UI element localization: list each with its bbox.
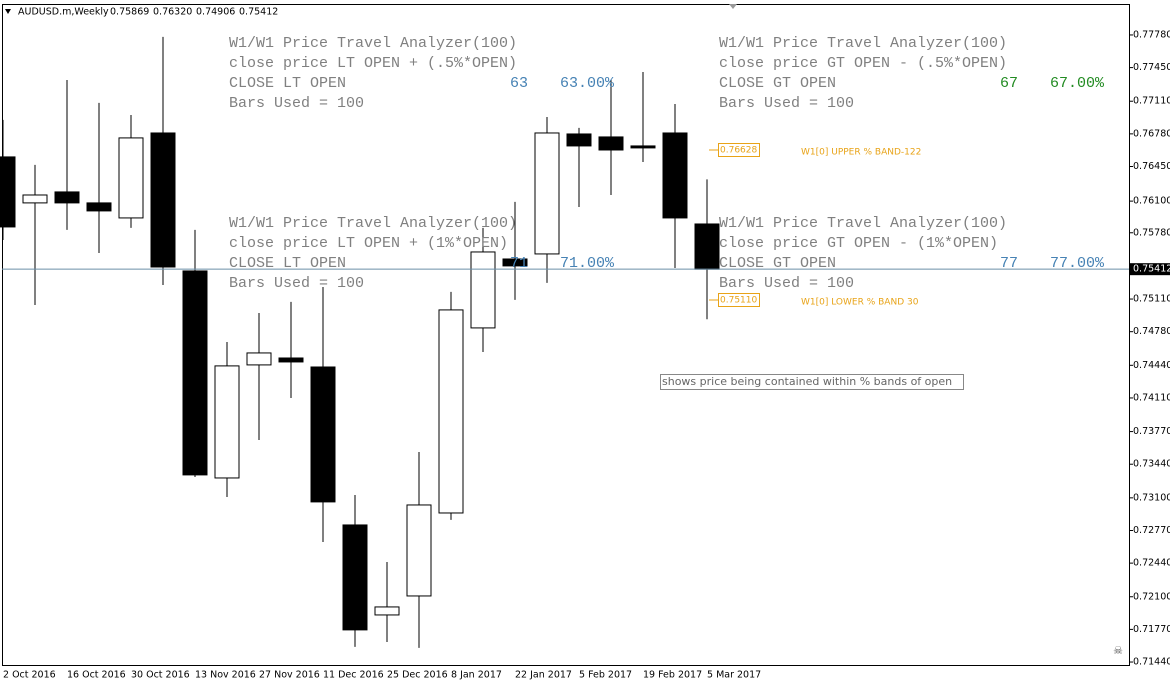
panel-line: Bars Used = 100 [719,275,854,292]
candle-body [662,132,688,219]
candle-body [374,606,400,616]
y-tick-label: 0.71440 [1133,657,1170,668]
y-tick-label: 0.73440 [1133,459,1170,470]
y-tick-label: 0.76780 [1133,128,1170,139]
y-tick-label: 0.71770 [1133,624,1170,635]
panel-line: W1/W1 Price Travel Analyzer(100) [719,215,1007,232]
candle-body [0,156,16,228]
x-tick-label: 19 Feb 2017 [643,670,702,681]
candle-body [342,524,368,631]
y-tick-label: 0.74440 [1133,360,1170,371]
x-tick-label: 13 Nov 2016 [195,670,256,681]
x-tick-label: 2 Oct 2016 [3,670,56,681]
skull-icon: ☠ [1113,644,1123,657]
panel-count: 63 [510,75,528,92]
candle-body [534,132,560,255]
panel-line: Bars Used = 100 [229,275,364,292]
band-price: 0.75110 [720,296,757,306]
y-tick-label: 0.77110 [1133,96,1170,107]
x-tick-label: 5 Feb 2017 [579,670,632,681]
panel-line: W1/W1 Price Travel Analyzer(100) [229,215,517,232]
y-tick-label: 0.76450 [1133,161,1170,172]
note: shows price being contained within % ban… [662,375,952,388]
x-tick-label: 16 Oct 2016 [67,670,126,681]
candle-body [470,251,496,329]
y-tick-label: 0.77450 [1133,62,1170,73]
band-label: W1[0] LOWER % BAND 30 [801,298,919,308]
candle-body [630,145,656,149]
band-price: 0.76628 [720,146,757,156]
panel-count: 77 [1000,255,1018,272]
candle-body [246,352,272,366]
x-tick-label: 25 Dec 2016 [387,670,448,681]
candle-body [566,133,592,147]
x-tick-label: 11 Dec 2016 [323,670,384,681]
panel-percent: 63.00% [560,75,615,92]
y-tick-label: 0.73100 [1133,492,1170,503]
panel-line: Bars Used = 100 [719,95,854,112]
panel-line: close price GT OPEN - (1%*OPEN) [719,235,998,252]
panel-percent: 67.00% [1050,75,1105,92]
candle-body [118,137,144,219]
panel-count: 71 [510,255,528,272]
plot-frame [2,4,1130,666]
panel-line: close price GT OPEN - (.5%*OPEN) [719,55,1007,72]
x-tick-label: 22 Jan 2017 [515,670,572,681]
panel-line: CLOSE LT OPEN [229,75,346,92]
band-label: W1[0] UPPER % BAND-122 [801,148,921,158]
candle-body [214,365,240,479]
y-tick-label: 0.76100 [1133,196,1170,207]
candle-body [502,258,528,267]
panel-line: close price LT OPEN + (.5%*OPEN) [229,55,517,72]
candle-body [278,357,304,363]
x-tick-label: 5 Mar 2017 [707,670,761,681]
x-tick-label: 30 Oct 2016 [131,670,190,681]
candle-body [438,309,464,514]
candle-body [150,132,176,268]
panel-line: CLOSE GT OPEN [719,255,836,272]
panel-line: close price LT OPEN + (1%*OPEN) [229,235,508,252]
y-tick-label: 0.75110 [1133,294,1170,305]
panel-percent: 71.00% [560,255,615,272]
y-tick-label: 0.72100 [1133,591,1170,602]
candle-body [86,202,112,212]
y-tick-label: 0.77780 [1133,29,1170,40]
y-tick-label: 0.72440 [1133,558,1170,569]
y-tick-label: 0.74110 [1133,392,1170,403]
note-box [660,374,964,390]
panel-line: Bars Used = 100 [229,95,364,112]
candle-body [598,136,624,151]
current-price-box [1130,263,1170,276]
candle-body [694,223,720,270]
candle-body [182,270,208,476]
y-tick-label: 0.73770 [1133,426,1170,437]
ohlc-close: 0.75412 [239,7,278,18]
x-tick-label: 8 Jan 2017 [451,670,502,681]
y-tick-label: 0.75780 [1133,227,1170,238]
current-price-label: 0.75412 [1133,264,1170,275]
ohlc-low: 0.74906 [196,7,235,18]
y-tick-label: 0.72770 [1133,525,1170,536]
panel-line: W1/W1 Price Travel Analyzer(100) [719,35,1007,52]
shift-marker [729,4,737,9]
y-tick-label: 0.74780 [1133,326,1170,337]
candle-body [310,366,336,503]
band-price-box [718,143,760,157]
menu-arrow [5,9,11,14]
panel-line: CLOSE GT OPEN [719,75,836,92]
candle-body [406,504,432,597]
symbol: AUDUSD.m,Weekly [18,7,109,18]
candle-body [22,194,48,204]
x-tick-label: 27 Nov 2016 [259,670,320,681]
panel-line: CLOSE LT OPEN [229,255,346,272]
panel-percent: 77.00% [1050,255,1105,272]
ohlc-open: 0.75869 [110,7,149,18]
band-price-box [718,293,760,307]
candle-body [54,191,80,204]
panel-count: 67 [1000,75,1018,92]
panel-line: W1/W1 Price Travel Analyzer(100) [229,35,517,52]
ohlc-high: 0.76320 [153,7,192,18]
